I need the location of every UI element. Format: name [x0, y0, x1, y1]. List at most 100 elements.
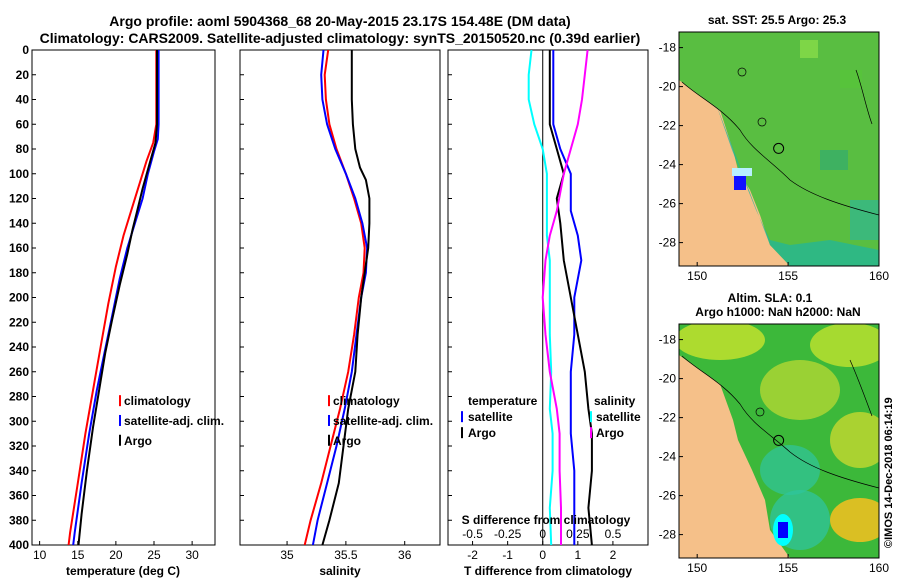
legend-salinity-title: salinity — [594, 394, 636, 408]
legend-entry: climatology — [124, 394, 191, 408]
depth-tick-label: 300 — [9, 414, 29, 428]
difference-line-t-argo — [548, 50, 593, 545]
legend-entry: Argo — [333, 434, 361, 448]
difference-line-s-argo — [541, 50, 589, 545]
map-lat-tick-label: -18 — [659, 333, 677, 347]
salinity-legend: climatology satellite-adj. clim. Argo — [328, 394, 433, 448]
t-difference-tick-label: 1 — [574, 548, 581, 562]
temperature-tick-label: 30 — [185, 548, 199, 562]
map-lat-tick-label: -24 — [659, 158, 677, 172]
depth-tick-label: 160 — [9, 241, 29, 255]
temperature-axes — [31, 49, 216, 546]
map-lat-tick-label: -26 — [659, 489, 677, 503]
depth-tick-label: 260 — [9, 365, 29, 379]
map-lon-tick-label: 150 — [687, 561, 707, 575]
temperature-line-argo — [77, 50, 158, 545]
legend-temperature-title: temperature — [468, 394, 538, 408]
map-lat-tick-label: -28 — [659, 528, 677, 542]
sst-map-title: sat. SST: 25.5 Argo: 25.3 — [708, 13, 847, 27]
map-lon-tick-label: 160 — [869, 561, 889, 575]
t-difference-xlabel: T difference from climatology — [464, 564, 632, 578]
difference-line-s-satellite — [527, 50, 554, 545]
map-lon-tick-label: 155 — [778, 561, 798, 575]
depth-tick-label: 220 — [9, 315, 29, 329]
temperature-legend: climatology satellite-adj. clim. Argo — [119, 394, 224, 448]
depth-tick-label: 60 — [16, 117, 30, 131]
s-difference-tick-label: -0.5 — [462, 527, 483, 541]
depth-tick-label: 40 — [16, 93, 30, 107]
depth-tick-label: 200 — [9, 291, 29, 305]
map-lat-tick-label: -24 — [659, 450, 677, 464]
legend-entry: satellite — [596, 410, 641, 424]
sla-map-panel: Altim. SLA: 0.1 Argo h1000: NaN h2000: N… — [659, 291, 890, 575]
map-lon-tick-label: 150 — [687, 269, 707, 283]
salinity-x-axis: 35 35.5 36 — [240, 49, 412, 562]
temperature-series — [67, 50, 160, 545]
map-lon-tick-label: 155 — [778, 269, 798, 283]
difference-series — [527, 50, 593, 545]
salinity-line-argo — [321, 50, 371, 545]
depth-tick-label: 180 — [9, 266, 29, 280]
legend-entry: Argo — [596, 426, 624, 440]
depth-tick-label: 120 — [9, 192, 29, 206]
watermark: ©IMOS 14-Dec-2018 06:14:19 — [883, 397, 895, 548]
depth-tick-label: 100 — [9, 167, 29, 181]
depth-tick-label: 80 — [16, 142, 30, 156]
legend-entry: Argo — [468, 426, 496, 440]
s-difference-label: S difference from climatology — [462, 513, 631, 527]
legend-entry: satellite-adj. clim. — [124, 414, 224, 428]
salinity-tick-label: 35.5 — [334, 548, 358, 562]
depth-tick-label: 360 — [9, 489, 29, 503]
depth-tick-label: 0 — [22, 43, 29, 57]
temperature-x-axis: 10 15 20 25 30 — [33, 541, 199, 562]
t-difference-tick-label: -1 — [502, 548, 513, 562]
temperature-xlabel: temperature (deg C) — [66, 564, 180, 578]
sla-argo-marker — [773, 434, 785, 446]
depth-tick-label: 140 — [9, 216, 29, 230]
map-lat-tick-label: -22 — [659, 119, 677, 133]
s-difference-tick-label: 0.5 — [605, 527, 622, 541]
temperature-panel: 0 20 40 60 80 100 120 140 160 180 200 220 240 260 280 3… — [9, 43, 224, 578]
depth-tick-label: 20 — [16, 68, 30, 82]
sst-argo-marker — [773, 142, 785, 154]
temperature-tick-label: 20 — [109, 548, 123, 562]
map-lat-tick-label: -22 — [659, 411, 677, 425]
salinity-series — [303, 50, 371, 545]
legend-entry: satellite-adj. clim. — [333, 414, 433, 428]
t-difference-tick-label: 0 — [539, 548, 546, 562]
sla-land — [679, 355, 790, 558]
sla-map-image — [679, 324, 879, 558]
legend-entry: climatology — [333, 394, 400, 408]
s-difference-tick-label: -0.25 — [494, 527, 522, 541]
salinity-tick-label: 35 — [280, 548, 294, 562]
sst-map-image — [679, 32, 879, 266]
depth-tick-label: 400 — [9, 538, 29, 552]
map-lat-tick-label: -26 — [659, 197, 677, 211]
map-lat-tick-label: -18 — [659, 41, 677, 55]
map-lat-tick-label: -20 — [659, 372, 677, 386]
salinity-panel: 35 35.5 36 climatology satellite-adj. clim.… — [239, 49, 441, 578]
salinity-axes — [239, 49, 441, 546]
sst-cold-patch — [734, 172, 746, 190]
sla-map-title-1: Altim. SLA: 0.1 — [728, 291, 813, 305]
title-line-1: Argo profile: aoml 5904368_68 20-May-201… — [109, 13, 570, 29]
depth-tick-label: 280 — [9, 390, 29, 404]
title-line-2: Climatology: CARS2009. Satellite-adjuste… — [40, 30, 641, 46]
salinity-tick-label: 36 — [398, 548, 412, 562]
depth-tick-label: 240 — [9, 340, 29, 354]
salinity-xlabel: salinity — [319, 564, 361, 578]
s-difference-tick-label: 0.25 — [566, 527, 590, 541]
difference-legend: temperature salinity satellite Argo satellit… — [461, 394, 641, 440]
depth-axis: 0 20 40 60 80 100 120 140 160 180 200 220 240 260 280 3… — [9, 43, 36, 552]
depth-tick-label: 320 — [9, 439, 29, 453]
depth-tick-label: 340 — [9, 464, 29, 478]
map-lat-tick-label: -20 — [659, 80, 677, 94]
temperature-tick-label: 15 — [71, 548, 85, 562]
t-difference-tick-label: -2 — [467, 548, 478, 562]
legend-entry: Argo — [124, 434, 152, 448]
map-lat-tick-label: -28 — [659, 236, 677, 250]
map-lon-tick-label: 160 — [869, 269, 889, 283]
